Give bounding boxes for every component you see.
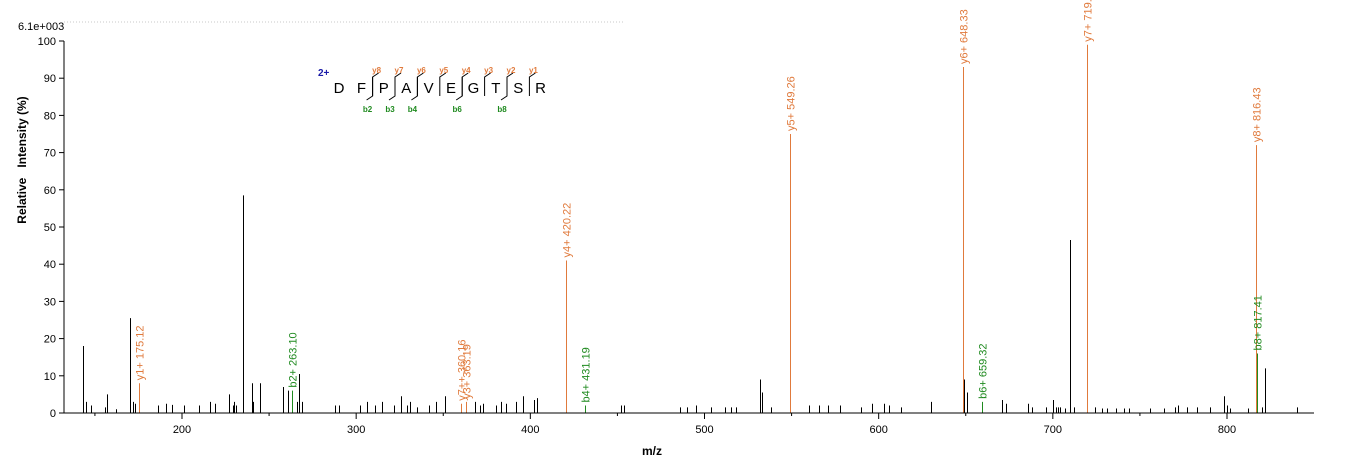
b-ion-label: b8+ 817.41 <box>1253 295 1265 350</box>
residue-letter: G <box>468 80 480 97</box>
y-tick-label: 10 <box>44 371 56 383</box>
y-tick-label: 0 <box>50 408 56 420</box>
y-fragment-bracket <box>416 72 424 96</box>
b-fragment-bracket <box>411 77 418 101</box>
b-fragment-bracket <box>500 77 508 101</box>
residue-letter: P <box>379 80 389 97</box>
y-fragment-label: y6 <box>417 66 426 75</box>
y-tick-label: 20 <box>44 334 56 346</box>
y-ion-label: y4+ 420.22 <box>562 203 574 258</box>
x-tick-label: 800 <box>1218 424 1236 436</box>
x-tick-label: 700 <box>1044 424 1062 436</box>
x-tick-label: 200 <box>173 424 191 436</box>
residue-letter: R <box>535 80 546 97</box>
peaks-layer <box>83 44 1298 413</box>
x-tick-label: 600 <box>869 424 887 436</box>
y-tick-label: 60 <box>44 185 56 197</box>
y-ion-label: y7+ 719.37 <box>1083 0 1095 42</box>
y-fragment-bracket <box>439 72 447 96</box>
y-tick-label: 40 <box>44 259 56 271</box>
y-ion-label: y7++ 360.16 <box>457 340 469 401</box>
y-fragment-bracket <box>528 72 536 96</box>
y-ion-label: y8+ 816.43 <box>1252 87 1264 142</box>
b-fragment-bracket <box>455 77 463 101</box>
y-ion-label: y1+ 175.12 <box>135 325 147 380</box>
x-axis-title: m/z <box>642 444 662 458</box>
b-fragment-bracket <box>366 77 374 101</box>
b-ion-label: b2+ 263.10 <box>288 332 300 387</box>
residue-letter: D <box>334 80 345 97</box>
residue-letter: V <box>424 80 434 97</box>
y-fragment-label: y3 <box>484 66 493 75</box>
residue-letter: E <box>446 80 456 97</box>
y-ion-label: y3+ 363.19 <box>462 344 474 399</box>
y-tick-label: 50 <box>44 222 56 234</box>
y-tick-label: 90 <box>44 73 56 85</box>
y-ion-label: y5+ 549.26 <box>786 76 798 131</box>
y-fragment-label: y2 <box>507 66 516 75</box>
y-fragment-bracket <box>506 72 514 96</box>
y-axis-title: Relative Intensity (%) <box>15 96 29 223</box>
b-ion-label: b6+ 659.32 <box>978 343 990 398</box>
axes-layer: 0 10 20 30 40 50 60 70 80 90 100 200 300 400 500 600 700… <box>38 36 1314 436</box>
b-fragment-label: b2 <box>363 105 373 114</box>
y-fragment-label: y7 <box>395 66 404 75</box>
y-fragment-label: y8 <box>372 66 381 75</box>
y-fragment-label: y4 <box>462 66 471 75</box>
y-tick-label: 80 <box>44 110 56 122</box>
y-fragment-bracket <box>394 72 402 96</box>
b-fragment-label: b8 <box>497 105 507 114</box>
y-fragment-bracket <box>372 72 379 96</box>
b-fragment-label: b3 <box>385 105 395 114</box>
b-fragment-bracket <box>388 77 396 101</box>
x-tick-label: 300 <box>347 424 365 436</box>
residue-letter: S <box>513 80 523 97</box>
y-tick-label: 30 <box>44 296 56 308</box>
residue-letter: F <box>357 80 366 97</box>
residue-letter: T <box>491 80 500 97</box>
charge-state-label: 2+ <box>318 68 330 79</box>
y-fragment-label: y1 <box>529 66 538 75</box>
y-fragment-bracket <box>484 72 491 96</box>
residue-letter: A <box>401 80 411 97</box>
b-fragment-label: b4 <box>408 105 418 114</box>
y-tick-label: 70 <box>44 148 56 160</box>
b-ion-label: b4+ 431.19 <box>581 347 593 402</box>
intensity-scale-label: 6.1e+003 <box>18 21 64 33</box>
y-tick-label: 100 <box>38 36 56 48</box>
x-tick-label: 400 <box>521 424 539 436</box>
b-fragment-label: b6 <box>453 105 463 114</box>
x-tick-label: 500 <box>695 424 713 436</box>
sequence-annotation: 2+ D F P A V E G T S Ry8 y7 y6 y5 y4 y3 y2 y1 b2 b3 b4 b6 b8 <box>318 66 546 114</box>
y-ion-label: y6+ 648.33 <box>959 9 971 64</box>
y-fragment-label: y5 <box>439 66 448 75</box>
